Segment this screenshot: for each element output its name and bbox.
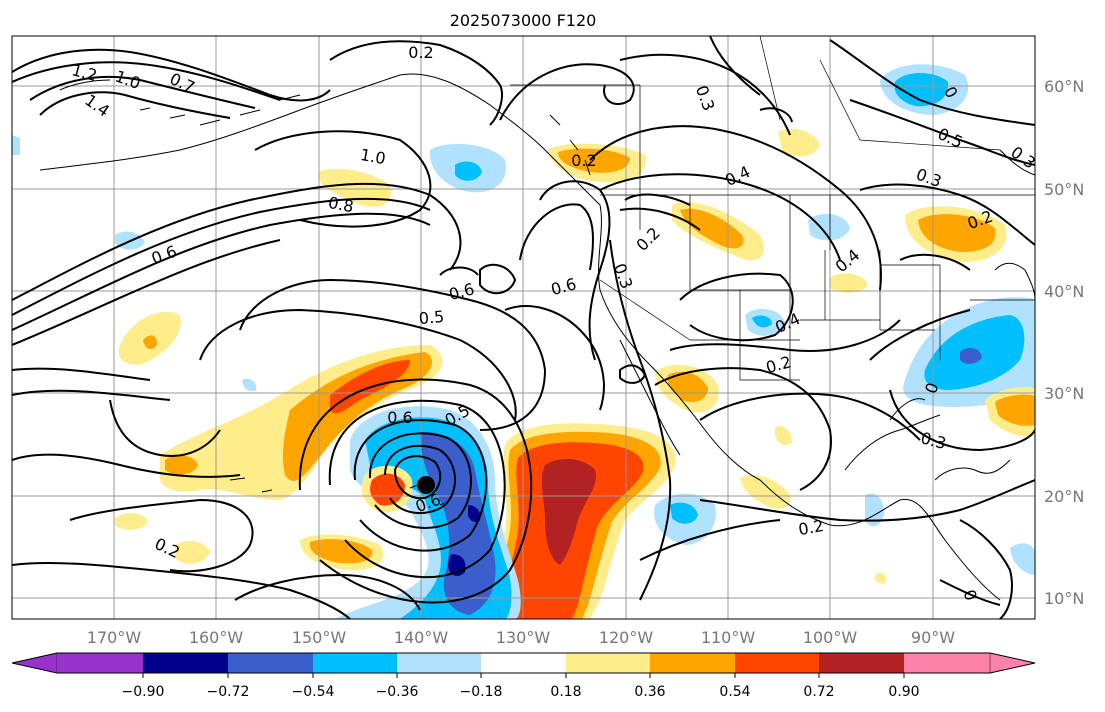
positive-anomaly-region bbox=[165, 455, 198, 475]
negative-anomaly-region bbox=[12, 135, 20, 155]
colorbar-tick-label: 0.90 bbox=[888, 684, 919, 700]
lon-label: 160°W bbox=[189, 628, 244, 647]
colorbar-tick-label: −0.72 bbox=[207, 684, 250, 700]
negative-anomaly-region bbox=[960, 347, 982, 364]
colorbar-tick-label: −0.18 bbox=[460, 684, 503, 700]
contour-label: 0.2 bbox=[408, 43, 433, 62]
shaded-anomaly-field bbox=[12, 64, 1035, 619]
negative-anomaly-region bbox=[1010, 543, 1035, 575]
colorbar-tick-label: 0.72 bbox=[803, 684, 834, 700]
colorbar-tick-label: 0.54 bbox=[719, 684, 750, 700]
lon-label: 170°W bbox=[87, 628, 142, 647]
negative-anomaly-region bbox=[808, 213, 850, 241]
positive-anomaly-region bbox=[318, 168, 391, 207]
negative-anomaly-region bbox=[455, 161, 482, 181]
colorbar-segment bbox=[397, 653, 481, 673]
positive-anomaly-region bbox=[918, 214, 996, 252]
negative-anomaly-region bbox=[448, 505, 481, 576]
positive-anomaly-region bbox=[541, 458, 597, 565]
negative-anomaly-region bbox=[242, 378, 257, 392]
colorbar-tick-label: −0.90 bbox=[122, 684, 165, 700]
colorbar-tick-label: −0.54 bbox=[292, 684, 335, 700]
positive-anomaly-region bbox=[778, 128, 820, 157]
colorbar-outline bbox=[11, 652, 1036, 674]
contour-label: 1.0 bbox=[359, 145, 387, 168]
colorbar-segment bbox=[57, 653, 143, 673]
colorbar-ticks bbox=[142, 673, 905, 678]
lat-label: 60°N bbox=[1044, 77, 1084, 96]
colorbar-segment bbox=[313, 653, 397, 673]
positive-anomaly-region bbox=[775, 425, 792, 446]
colorbar-tick-label: 0.36 bbox=[634, 684, 665, 700]
positive-anomaly-region bbox=[558, 148, 630, 173]
lat-label: 10°N bbox=[1044, 589, 1084, 608]
contour-label: 0.2 bbox=[571, 151, 596, 170]
colorbar-segment bbox=[228, 653, 313, 673]
lon-label: 140°W bbox=[394, 628, 449, 647]
positive-anomaly-region bbox=[740, 475, 791, 509]
contour-label: 0.2 bbox=[797, 516, 825, 539]
positive-anomaly-region bbox=[115, 513, 148, 530]
positive-anomaly-region bbox=[830, 273, 868, 293]
colorbar-extend-low bbox=[11, 652, 58, 674]
colorbar-segment bbox=[819, 653, 904, 673]
negative-anomaly-region bbox=[670, 502, 698, 524]
latitude-labels: 60°N 50°N 40°N 30°N 20°N 10°N bbox=[1044, 77, 1084, 608]
lon-label: 120°W bbox=[599, 628, 654, 647]
lat-label: 50°N bbox=[1044, 180, 1084, 199]
map-frame bbox=[11, 35, 1036, 620]
positive-anomaly-region bbox=[874, 572, 887, 584]
contour-label: 0.8 bbox=[327, 193, 355, 216]
gridlines bbox=[12, 36, 1035, 619]
map-panel: 0.2 1.2 1.0 1.4 0.7 1.0 0.8 0.6 0.6 0.5 … bbox=[11, 35, 1039, 620]
lon-label: 150°W bbox=[292, 628, 347, 647]
negative-anomaly-region bbox=[420, 431, 496, 615]
lat-label: 30°N bbox=[1044, 384, 1084, 403]
colorbar-segment bbox=[904, 653, 990, 673]
colorbar-segment bbox=[650, 653, 735, 673]
colorbar: −0.90 −0.72 −0.54 −0.36 −0.18 0.18 0.36 … bbox=[11, 652, 1036, 700]
contour-label: 0.6 bbox=[387, 408, 412, 427]
positive-anomaly-region bbox=[282, 352, 433, 481]
plot-title: 2025073000 F120 bbox=[450, 11, 597, 30]
contour-lines bbox=[12, 36, 1035, 619]
positive-anomaly-region bbox=[175, 540, 210, 564]
colorbar-tick-label: 0.18 bbox=[550, 684, 581, 700]
longitude-labels: 170°W 160°W 150°W 140°W 130°W 120°W 110°… bbox=[87, 628, 955, 647]
lon-label: 100°W bbox=[803, 628, 858, 647]
colorbar-segment bbox=[143, 653, 228, 673]
colorbar-segment bbox=[566, 653, 650, 673]
lon-label: 130°W bbox=[496, 628, 551, 647]
contour-label: 0.5 bbox=[418, 307, 445, 328]
lon-label: 110°W bbox=[701, 628, 756, 647]
colorbar-segment bbox=[735, 653, 819, 673]
negative-anomaly-region bbox=[752, 315, 772, 328]
colorbar-tick-label: −0.36 bbox=[376, 684, 419, 700]
negative-anomaly-region bbox=[894, 73, 949, 107]
lon-label: 90°W bbox=[911, 628, 955, 647]
lat-label: 20°N bbox=[1044, 487, 1084, 506]
positive-anomaly-region bbox=[143, 335, 158, 350]
lat-label: 40°N bbox=[1044, 282, 1084, 301]
colorbar-segment bbox=[481, 653, 566, 673]
positive-anomaly-region bbox=[309, 539, 373, 564]
positive-anomaly-region bbox=[667, 371, 708, 402]
positive-anomaly-region bbox=[995, 394, 1035, 426]
colorbar-extend-high bbox=[989, 652, 1036, 674]
tropical-cyclone-center-icon bbox=[417, 476, 435, 494]
negative-anomaly-region bbox=[865, 493, 885, 527]
